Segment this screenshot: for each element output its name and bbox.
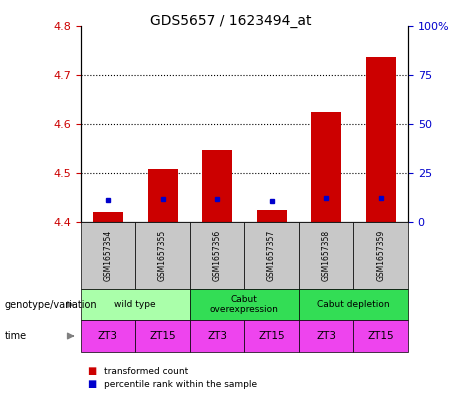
Bar: [148, 169, 177, 222]
Text: genotype/variation: genotype/variation: [5, 299, 97, 310]
Text: ZT3: ZT3: [316, 331, 336, 341]
Text: ZT15: ZT15: [367, 331, 394, 341]
Text: Cabut
overexpression: Cabut overexpression: [210, 295, 279, 314]
Bar: [93, 212, 123, 222]
Bar: [81, 289, 190, 320]
Bar: [135, 320, 190, 352]
Bar: [190, 289, 299, 320]
Bar: [81, 222, 135, 289]
Bar: [299, 320, 354, 352]
Bar: [257, 210, 287, 222]
Text: ■: ■: [88, 379, 97, 389]
Text: GSM1657356: GSM1657356: [213, 230, 222, 281]
Text: GSM1657355: GSM1657355: [158, 230, 167, 281]
Bar: [244, 222, 299, 289]
Bar: [354, 320, 408, 352]
Text: ZT15: ZT15: [258, 331, 285, 341]
Text: ZT3: ZT3: [207, 331, 227, 341]
Bar: [190, 320, 244, 352]
Bar: [366, 57, 396, 222]
Bar: [190, 222, 244, 289]
Text: transformed count: transformed count: [104, 367, 188, 376]
Bar: [81, 320, 135, 352]
Bar: [299, 222, 354, 289]
Text: GSM1657357: GSM1657357: [267, 230, 276, 281]
Text: ZT15: ZT15: [149, 331, 176, 341]
Text: time: time: [5, 331, 27, 341]
Text: GDS5657 / 1623494_at: GDS5657 / 1623494_at: [150, 14, 311, 28]
Text: GSM1657359: GSM1657359: [376, 230, 385, 281]
Text: GSM1657358: GSM1657358: [322, 230, 331, 281]
Bar: [311, 112, 341, 222]
Bar: [299, 289, 408, 320]
Bar: [135, 222, 190, 289]
Bar: [244, 320, 299, 352]
Text: ZT3: ZT3: [98, 331, 118, 341]
Text: Cabut depletion: Cabut depletion: [317, 300, 390, 309]
Text: percentile rank within the sample: percentile rank within the sample: [104, 380, 257, 389]
Text: ■: ■: [88, 366, 97, 376]
Bar: [202, 150, 232, 222]
Bar: [354, 222, 408, 289]
Text: GSM1657354: GSM1657354: [103, 230, 112, 281]
Text: wild type: wild type: [114, 300, 156, 309]
